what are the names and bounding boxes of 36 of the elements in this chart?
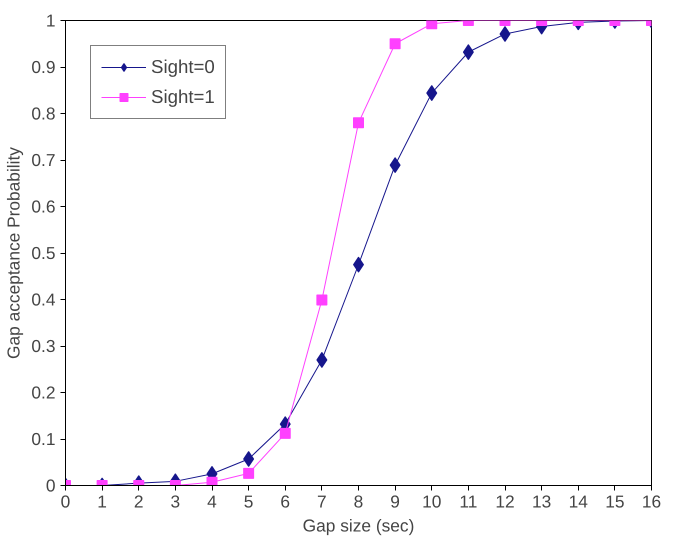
x-tick-label: 7 — [317, 492, 327, 512]
x-tick-label: 1 — [97, 492, 107, 512]
x-tick-label: 14 — [568, 492, 588, 512]
x-axis-title: Gap size (sec) — [302, 516, 414, 536]
y-tick-label: 0.4 — [31, 290, 56, 310]
x-tick-label: 8 — [354, 492, 364, 512]
point — [426, 20, 438, 30]
x-tick-label: 12 — [495, 492, 515, 512]
y-tick-label: 0.9 — [31, 57, 56, 77]
legend-label: Sight=0 — [151, 56, 215, 78]
x-tick-label: 2 — [134, 492, 144, 512]
y-tick-label: 0.7 — [31, 150, 56, 170]
y-tick-label: 0.5 — [31, 243, 56, 263]
x-tick-label: 16 — [642, 492, 662, 512]
x-tick-label: 15 — [605, 492, 625, 512]
y-tick-label: 0.3 — [31, 336, 56, 356]
point — [206, 476, 218, 486]
x-tick-label: 13 — [532, 492, 552, 512]
x-tick-label: 10 — [422, 492, 442, 512]
x-tick-label: 4 — [207, 492, 218, 512]
x-tick-label: 5 — [244, 492, 254, 512]
x-tick-label: 6 — [280, 492, 290, 512]
y-tick-label: 0.1 — [31, 429, 56, 449]
x-tick-label: 11 — [459, 492, 478, 512]
point — [353, 117, 364, 128]
y-tick-label: 1 — [46, 10, 56, 30]
y-tick-label: 0.2 — [31, 382, 56, 402]
x-tick-label: 9 — [390, 492, 400, 512]
point — [316, 294, 328, 306]
legend-label: Sight=1 — [151, 86, 215, 108]
x-tick-label: 3 — [170, 492, 180, 512]
x-tick-label: 0 — [60, 492, 70, 512]
y-tick-label: 0.6 — [31, 196, 56, 216]
y-tick-label: 0.8 — [31, 104, 56, 124]
y-tick-label: 0 — [46, 476, 56, 496]
y-axis-title: Gap acceptance Probability — [3, 146, 24, 359]
